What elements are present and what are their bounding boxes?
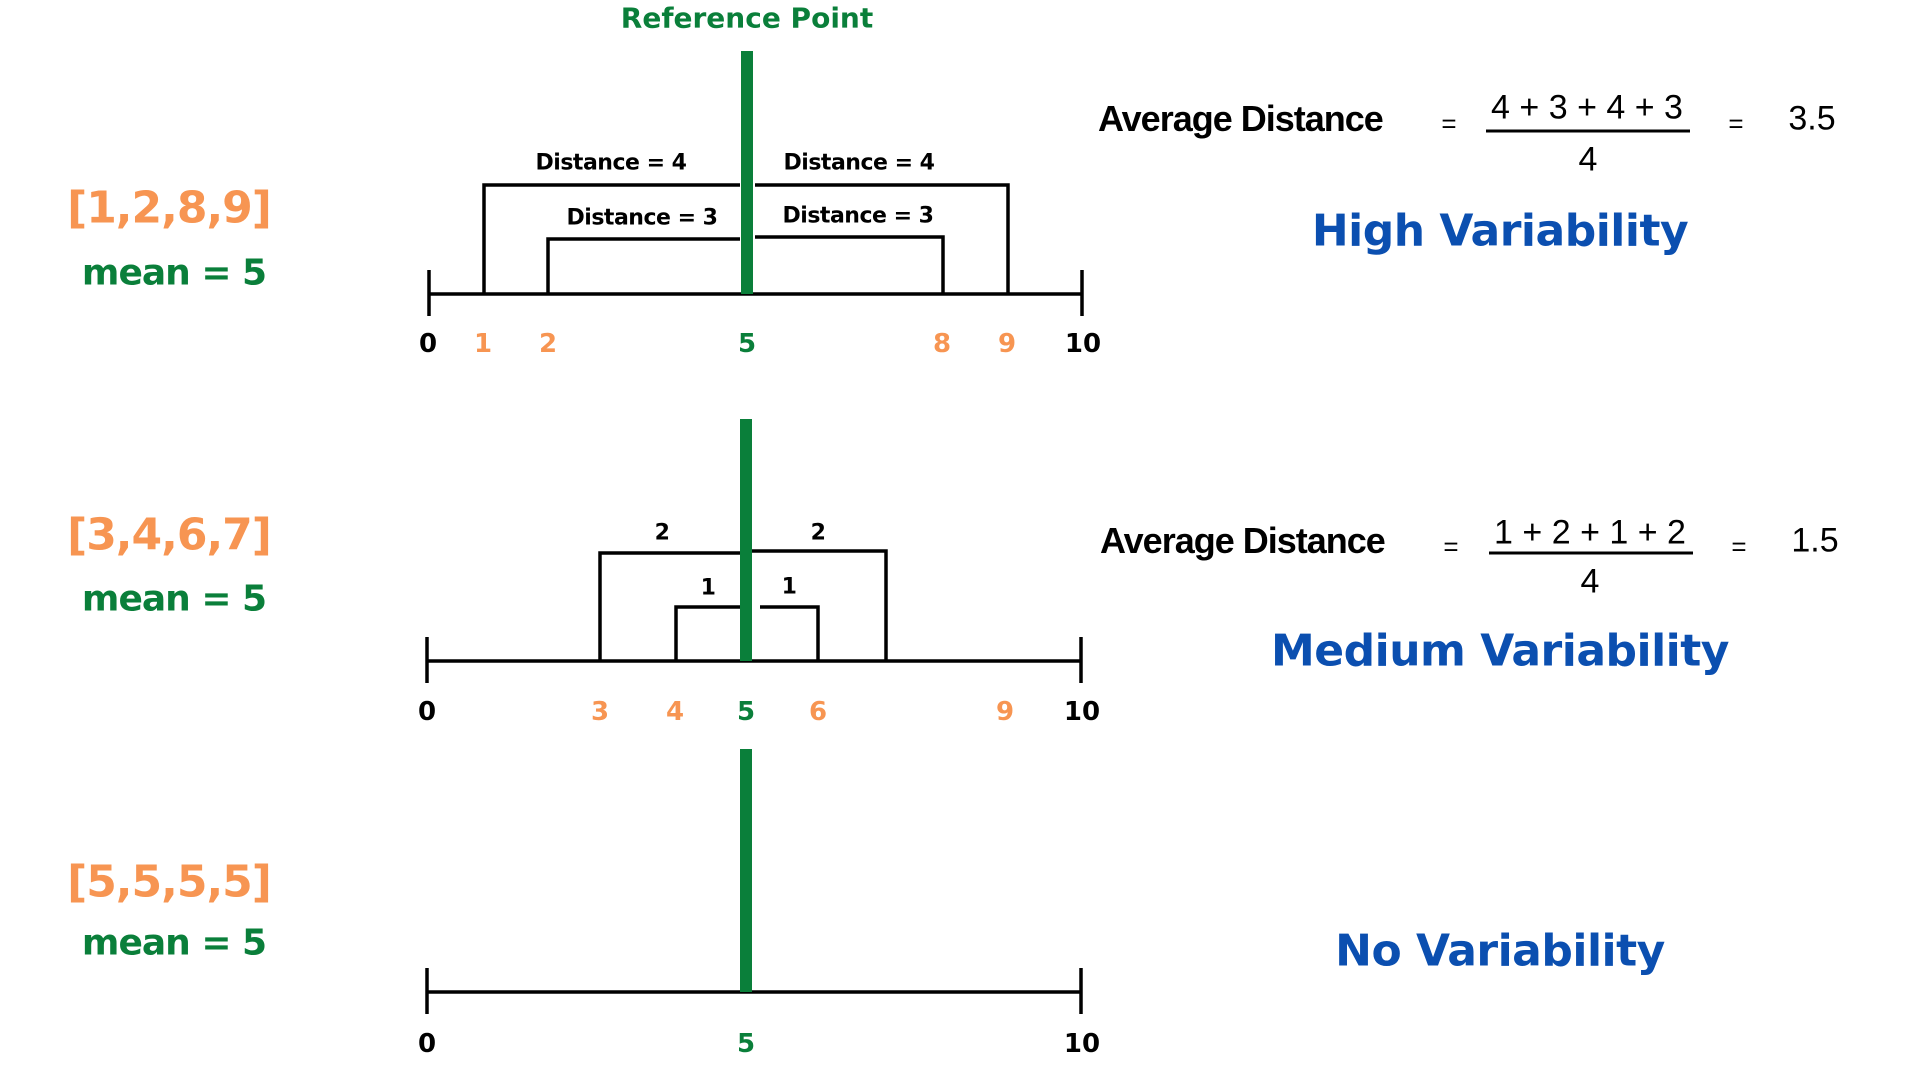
section-1-lines [427, 183, 1084, 316]
section-3-lines [425, 968, 1083, 1014]
axis-tick-10-3: 10 [1063, 1029, 1101, 1059]
axis-tick-mean-1: 5 [737, 329, 757, 359]
axis-tick-value-2b: 4 [665, 697, 685, 727]
distance-label-outer-left-1: Distance = 4 [535, 150, 687, 176]
average-result-2: 1.5 [1791, 521, 1839, 560]
equals-sign-2a: = [1443, 531, 1459, 562]
axis-tick-value-2c: 6 [808, 697, 828, 727]
distance-label-outer-right-2: 2 [810, 520, 826, 546]
axis-tick-mean-3: 5 [736, 1029, 756, 1059]
dataset-label-1: [1,2,8,9] [67, 182, 272, 234]
axis-tick-value-1c: 8 [932, 329, 952, 359]
average-distance-label-1: Average Distance [1098, 98, 1384, 139]
equals-sign-1b: = [1728, 108, 1744, 139]
variability-label-3: No Variability [1335, 925, 1665, 977]
mean-label-2: mean = 5 [81, 578, 267, 620]
axis-tick-mean-2: 5 [736, 697, 756, 727]
denominator-1: 4 [1578, 140, 1598, 179]
axis-tick-value-2a: 3 [590, 697, 610, 727]
axis-tick-value-1d: 9 [997, 329, 1017, 359]
axis-tick-0-3: 0 [417, 1029, 437, 1059]
dataset-label-2: [3,4,6,7] [67, 509, 272, 561]
average-result-1: 3.5 [1788, 99, 1836, 138]
reference-line-2 [740, 419, 752, 661]
equals-sign-1a: = [1441, 108, 1457, 139]
equals-sign-2b: = [1731, 531, 1747, 562]
axis-tick-10-1: 10 [1064, 329, 1102, 359]
reference-line-1 [741, 51, 753, 294]
dataset-label-3: [5,5,5,5] [67, 856, 272, 908]
distance-label-inner-left-2: 1 [700, 575, 716, 601]
variability-label-1: High Variability [1311, 205, 1689, 257]
mean-label-3: mean = 5 [81, 922, 267, 964]
distance-label-inner-right-1: Distance = 3 [782, 203, 934, 229]
numerator-2: 1 + 2 + 1 + 2 [1494, 513, 1686, 552]
section-2-lines [425, 549, 1083, 683]
reference-point-label: Reference Point [620, 1, 874, 35]
axis-tick-10-2: 10 [1063, 697, 1101, 727]
axis-tick-0-1: 0 [418, 329, 438, 359]
denominator-2: 4 [1580, 562, 1600, 601]
distance-label-inner-left-1: Distance = 3 [566, 205, 718, 231]
axis-tick-0-2: 0 [417, 697, 437, 727]
numerator-1: 4 + 3 + 4 + 3 [1491, 88, 1683, 127]
reference-line-3 [740, 749, 752, 992]
distance-label-outer-left-2: 2 [654, 520, 670, 546]
distance-label-outer-right-1: Distance = 4 [783, 150, 935, 176]
axis-tick-value-1a: 1 [473, 329, 493, 359]
mean-label-1: mean = 5 [81, 252, 267, 294]
variability-label-2: Medium Variability [1271, 625, 1729, 677]
axis-tick-value-1b: 2 [538, 329, 558, 359]
distance-label-inner-right-2: 1 [781, 574, 797, 600]
average-distance-label-2: Average Distance [1100, 520, 1386, 561]
axis-tick-value-2d: 9 [995, 697, 1015, 727]
